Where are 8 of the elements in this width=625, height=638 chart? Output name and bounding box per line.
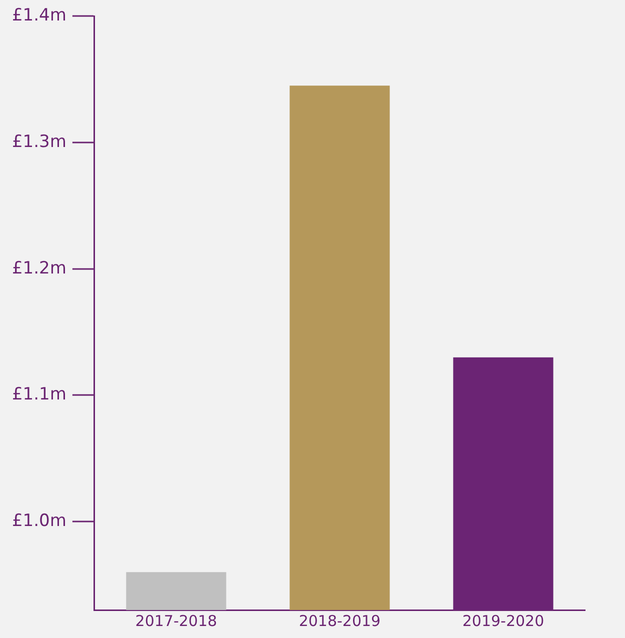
y-tick-label: £1.0m [12, 510, 66, 531]
y-tick-label: £1.1m [12, 384, 66, 405]
x-tick-label: 2017-2018 [135, 612, 218, 630]
y-tick-label: £1.4m [12, 6, 66, 26]
x-tick-label: 2019-2020 [462, 612, 544, 630]
x-tick-label: 2018-2019 [298, 612, 381, 630]
y-tick-label: £1.3m [12, 132, 66, 152]
y-tick-label: £1.2m [12, 258, 66, 278]
